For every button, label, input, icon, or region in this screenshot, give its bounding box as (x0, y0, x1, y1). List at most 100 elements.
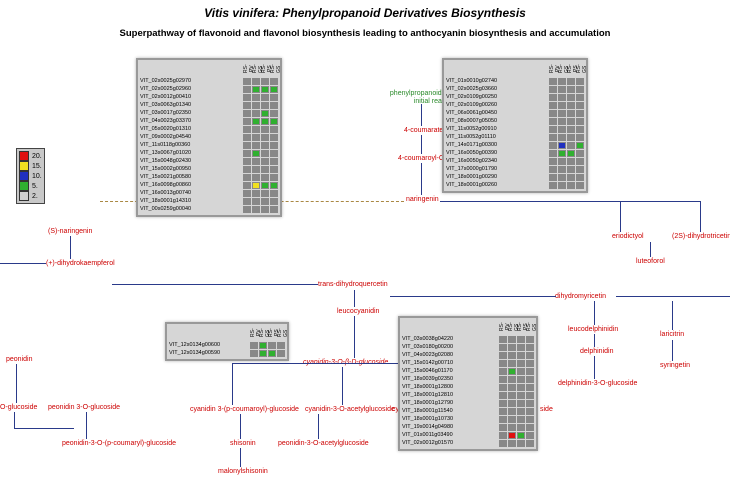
edge (112, 284, 318, 285)
node-cyanidin3pcoumaroyl: cyanidin 3-(p-coumaroyl)-glucoside (190, 406, 299, 414)
node-oglucoside: O-glucoside (0, 404, 37, 412)
gene-row: VIT_05s0020g01310 (140, 125, 278, 133)
edge (616, 296, 730, 297)
node-coumarate: 4-coumarate (404, 127, 443, 135)
gene-row: VIT_01s0011g03490 (402, 431, 534, 439)
gene-row: VIT_15s0046g01170 (402, 367, 534, 375)
gene-row: VIT_03s0038g04220 (402, 335, 534, 343)
node-peonidin3oglucoside: peonidin 3-O-glucoside (48, 404, 120, 412)
node-leucocyanidin: leucocyanidin (337, 308, 379, 316)
gene-row: VIT_12s0134g00600 (169, 341, 285, 349)
node-side: side (540, 406, 553, 414)
gene-row: VIT_02s0025g02970 (140, 77, 278, 85)
node-transdihydroquercetin: trans-dihydroquercetin (318, 281, 388, 289)
gene-row: VIT_16s0050g02340 (446, 157, 584, 165)
gene-row: VIT_14s0171g00300 (446, 141, 584, 149)
edge (421, 104, 422, 126)
node-luteoforol: luteoforol (636, 258, 665, 266)
node-dihydrotricetin: (2S)-dihydrotricetin (672, 233, 730, 241)
gene-row: VIT_13s0067g01020 (140, 149, 278, 157)
gene-row: VIT_03s0063g01340 (140, 101, 278, 109)
edge (240, 448, 241, 467)
edge (620, 201, 700, 202)
gene-row: VIT_04s0023g02080 (402, 351, 534, 359)
gene-row: VIT_15s0142g00710 (402, 359, 534, 367)
gene-row: VIT_18s0001g14310 (140, 197, 278, 205)
edge (440, 201, 620, 202)
edge (700, 201, 701, 232)
gene-row: VIT_15s0002g00950 (140, 165, 278, 173)
page-subtitle: Superpathway of flavonoid and flavonol b… (0, 20, 730, 39)
edge (16, 364, 17, 403)
edge (421, 135, 422, 154)
edge (240, 414, 241, 439)
node-cyanidin3oacetyl: cyanidin-3-O-acetylglucoside (305, 406, 395, 414)
node-peonidin3oacetyl: peonidin-3-O-acetylglucoside (278, 440, 369, 448)
edge (421, 163, 422, 195)
edge (672, 340, 673, 361)
node-peonidin3opcoumaryl: peonidin-3-O-(p-coumaryl)-glucoside (62, 440, 176, 448)
edge (390, 296, 556, 297)
gene-row: VIT_02s0025g03660 (446, 85, 584, 93)
edge (342, 367, 343, 405)
edge (0, 263, 46, 264)
node-delphinidin: delphinidin (580, 348, 613, 356)
edge (86, 412, 87, 439)
gene-box: RS-PVRS-GSRS-PSRS-GSVIT_01s0010g02740VIT… (442, 58, 588, 193)
gene-row: VIT_04s0023g03370 (140, 117, 278, 125)
node-dihydrokaempferol: (+)-dihydrokaempferol (46, 260, 115, 268)
gene-row: VIT_02s0025g02960 (140, 85, 278, 93)
edge (14, 428, 74, 429)
gene-row: VIT_02s0109g00260 (446, 101, 584, 109)
node-syringetin: syringetin (660, 362, 690, 370)
node-eriodictyol: eriodictyol (612, 233, 644, 241)
node-laricitrin: laricitrin (660, 331, 684, 339)
gene-row: VIT_15s0021g00580 (140, 173, 278, 181)
node-naringenin: naringenin (406, 196, 439, 204)
gene-row: VIT_11s0052g01110 (446, 133, 584, 141)
node-snaringenin: (S)-naringenin (48, 228, 92, 236)
gene-row: VIT_01s0010g02740 (446, 77, 584, 85)
gene-row: VIT_18s0039g02350 (402, 375, 534, 383)
edge (354, 290, 355, 307)
edge (354, 316, 355, 358)
gene-row: VIT_17s0000g01790 (446, 165, 584, 173)
gene-row: VIT_12s0134g00590 (169, 349, 285, 357)
edge (594, 334, 595, 347)
edge (650, 242, 651, 257)
node-shisonin: shisonin (230, 440, 256, 448)
gene-row: VIT_19s0014g04980 (402, 423, 534, 431)
gene-row: VIT_16s0013g00740 (140, 189, 278, 197)
node-leucodelphinidin: leucodelphinidin (568, 326, 618, 334)
gene-row: VIT_11s0118g00360 (140, 141, 278, 149)
edge (318, 414, 319, 439)
gene-box: RS-PVRS-GSRS-PSRS-GSVIT_03s0038g04220VIT… (398, 316, 538, 451)
gene-row: VIT_03s0017g02350 (140, 109, 278, 117)
gene-row: VIT_00s0259g00040 (140, 205, 278, 213)
gene-row: VIT_02s0012g00410 (140, 93, 278, 101)
gene-row: VIT_08s0007g05050 (446, 117, 584, 125)
gene-row: VIT_18s0001g11540 (402, 407, 534, 415)
gene-row: VIT_06s0061g00450 (446, 109, 584, 117)
gene-box: RS-PVRS-GSRS-PSRS-GSVIT_12s0134g00600VIT… (165, 322, 289, 361)
gene-box: RS-PVRS-GSRS-PSRS-GSVIT_02s0025g02970VIT… (136, 58, 282, 217)
page-title: Vitis vinifera: Phenylpropanoid Derivati… (0, 0, 730, 20)
gene-row: VIT_18s0001g00260 (446, 181, 584, 189)
gene-row: VIT_18s0001g12810 (402, 391, 534, 399)
gene-row: VIT_18s0001g00290 (446, 173, 584, 181)
edge (232, 363, 408, 364)
color-legend: 20.15.10.5.2. (16, 148, 45, 204)
gene-row: VIT_18s0001g12800 (402, 383, 534, 391)
edge (14, 412, 15, 428)
node-malonylshisonin: malonylshisonin (218, 468, 268, 476)
gene-row: VIT_18s0001g12790 (402, 399, 534, 407)
edge (594, 356, 595, 379)
gene-row: VIT_09s0002g04540 (140, 133, 278, 141)
gene-row: VIT_02s0012g01570 (402, 439, 534, 447)
gene-row: VIT_15s0048g02430 (140, 157, 278, 165)
gene-row: VIT_11s0052g00910 (446, 125, 584, 133)
gene-row: VIT_02s0109g00250 (446, 93, 584, 101)
edge (594, 301, 595, 325)
gene-row: VIT_16s0050g00390 (446, 149, 584, 157)
gene-row: VIT_18s0001g10730 (402, 415, 534, 423)
